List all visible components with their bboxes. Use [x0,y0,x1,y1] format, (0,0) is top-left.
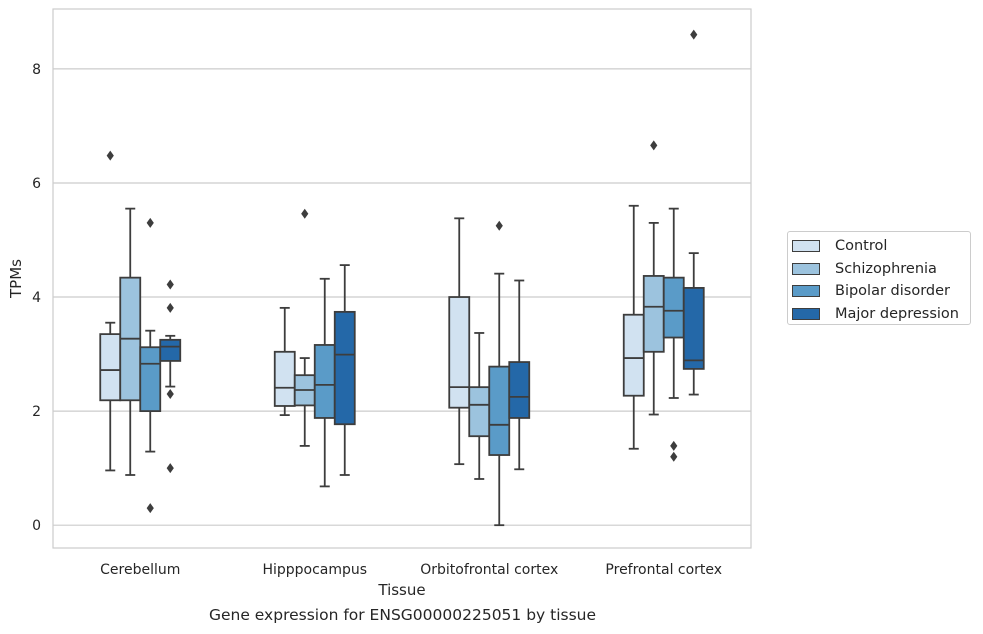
legend-swatch [792,240,820,253]
legend-item-schizophrenia: Schizophrenia [792,258,970,281]
legend-item-major-depression: Major depression [792,303,970,326]
box [139,346,162,413]
y-tick-labels: 0 2 4 6 8 [32,62,41,534]
y-axis-label: TPMs [7,259,25,299]
legend-label: Control [835,238,888,255]
x-axis-label: Tissue [377,581,425,599]
x-tick-label: Cerebellum [100,562,180,578]
box-series [99,29,705,527]
outlier-point [495,220,503,231]
y-tick-label: 4 [32,290,41,306]
y-tick-label: 2 [32,404,41,420]
outlier-point [166,463,174,474]
box-group [119,207,142,476]
box [622,313,645,397]
box-group [159,279,182,474]
legend-label: Major depression [835,305,959,322]
box-group [313,277,336,488]
series-control [99,150,645,472]
box [642,275,665,353]
outlier-point [650,140,658,151]
box [313,344,336,419]
legend-label: Bipolar disorder [835,283,950,300]
box [662,276,685,339]
outlier-point [166,302,174,313]
legend-swatch [792,307,820,320]
legend-swatch [792,285,820,298]
box-group [448,217,471,466]
chart-caption: Gene expression for ENSG00000225051 by t… [208,606,597,624]
legend: Control Schizophrenia Bipolar disorder M… [787,231,971,325]
outlier-point [670,451,678,462]
box-group [468,332,491,480]
outlier-point [146,503,154,514]
box [333,310,356,426]
box [682,287,705,370]
series-bipolar-disorder [139,207,685,527]
x-tick-labels: Cerebellum Hipppocampus Orbitofrontal cort… [100,562,722,578]
outlier-point [106,150,114,161]
box [159,338,182,362]
legend-label: Schizophrenia [835,260,937,277]
legend-swatch [792,262,820,275]
box [488,365,511,456]
box-group [333,264,356,476]
outlier-point [146,217,154,228]
x-tick-label: Hipppocampus [262,562,367,578]
outlier-point [166,389,174,399]
x-tick-label: Orbitofrontal cortex [420,562,558,578]
legend-item-bipolar-disorder: Bipolar disorder [792,280,970,303]
legend-item-control: Control [792,235,970,258]
outlier-point [166,279,174,290]
box-group [293,208,316,447]
series-major-depression [159,29,705,476]
outlier-point [301,208,309,219]
box [99,333,122,402]
outlier-point [670,440,678,451]
gridlines [53,68,751,526]
outlier-point [690,29,698,40]
box-group [642,140,665,416]
y-tick-label: 8 [32,62,41,78]
plot-frame [52,8,752,549]
box-group [139,217,162,514]
box [508,361,531,419]
x-tick-label: Prefrontal cortex [605,562,722,578]
box-group [662,207,685,462]
series-schizophrenia [119,140,665,480]
box-group [508,279,531,471]
box-group [99,150,122,472]
box-group [682,29,705,396]
box [468,386,491,438]
box [448,296,471,409]
box-group [488,220,511,527]
box-group [622,204,645,450]
y-tick-label: 0 [32,518,41,534]
box [273,350,296,407]
box-group [273,306,296,417]
y-tick-label: 6 [32,176,41,192]
